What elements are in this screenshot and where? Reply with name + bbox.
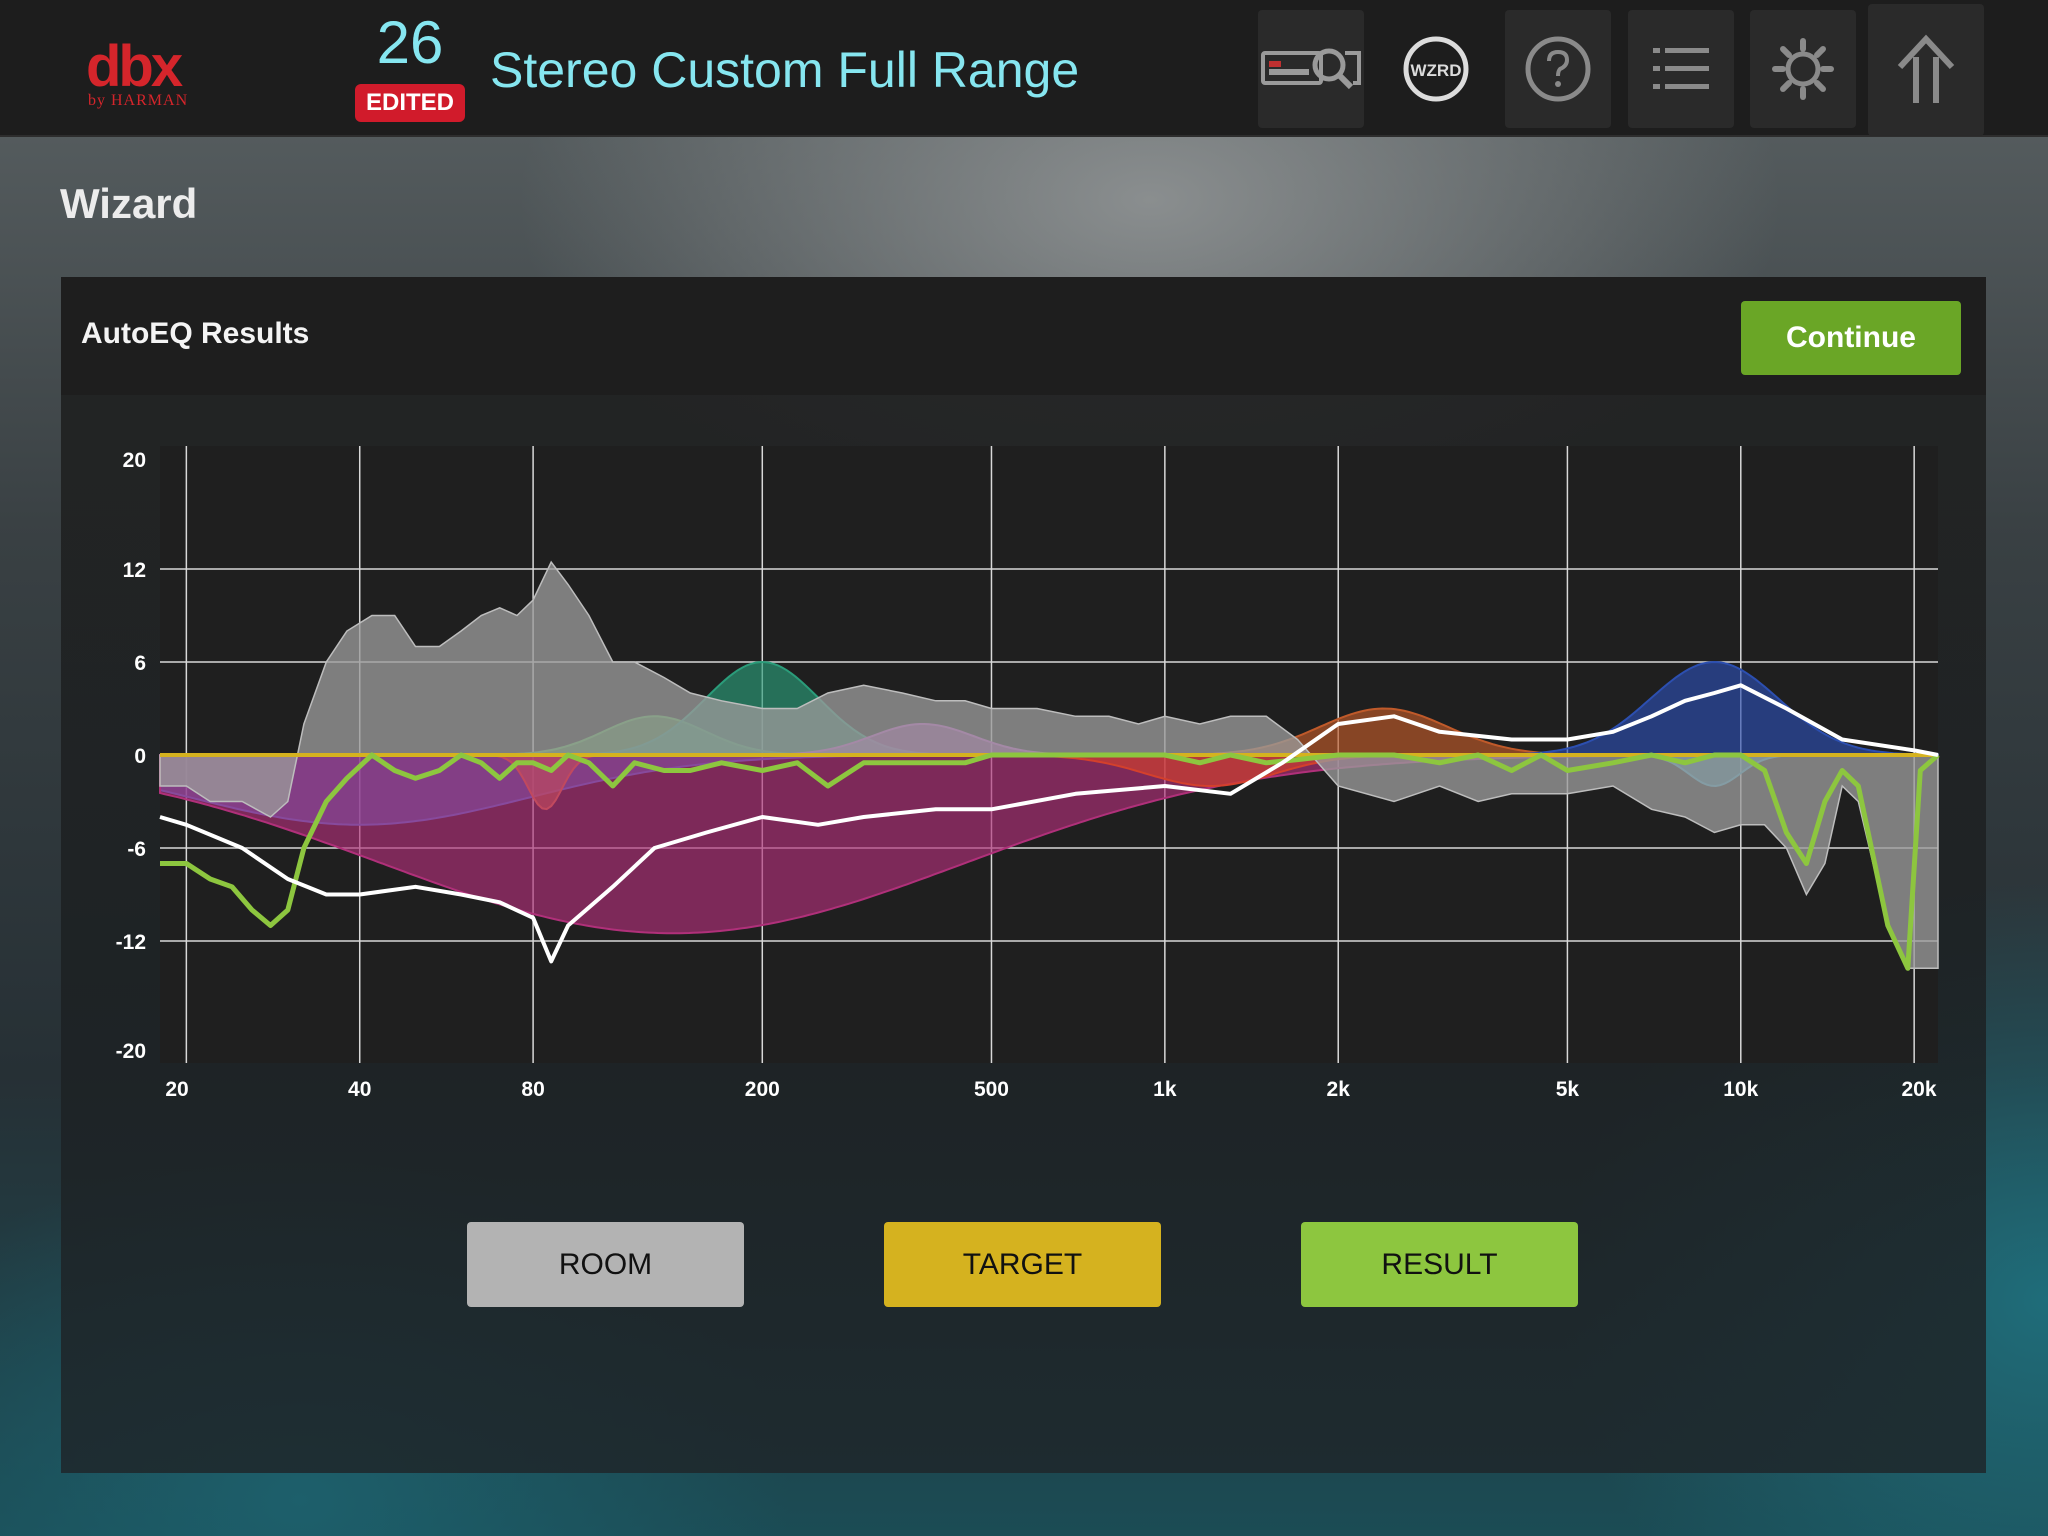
room-legend-button[interactable]: ROOM [467,1222,744,1307]
y-tick-label: 12 [123,559,146,582]
logo-sub: by HARMAN [88,92,189,109]
edited-badge: EDITED [355,84,465,122]
x-tick-label: 10k [1723,1078,1758,1101]
y-tick-label: -20 [116,1040,146,1063]
panel-header: AutoEQ Results Continue [61,277,1986,395]
x-tick-label: 500 [974,1078,1009,1101]
page-title: Wizard [60,180,198,227]
preset-number: 26 [376,9,444,76]
x-tick-label: 1k [1153,1078,1177,1101]
logo-brand: dbx [86,34,183,99]
series-room-area [159,560,1939,970]
wizard-icon: WZRD [1403,36,1469,102]
x-tick-label: 20k [1901,1078,1936,1101]
wizard-button[interactable]: WZRD [1383,10,1489,128]
eq-response-chart: 20 12 6 0 -6 -12 -20 20 40 80 200 500 1k 2k 5k 10k 20k [116,446,1940,1101]
menu-list-icon [1653,48,1709,89]
x-tick-label: 20 [165,1078,188,1101]
preset-name[interactable]: Stereo Custom Full Range [490,42,1080,98]
x-tick-label: 40 [348,1078,371,1101]
x-tick-label: 2k [1327,1078,1351,1101]
y-tick-label: 20 [123,449,146,472]
series-predicted-line [159,683,1939,964]
wizard-icon-label: WZRD [1411,61,1462,80]
dbx-logo: dbx by HARMAN [80,38,210,118]
rta-button[interactable] [1258,10,1364,128]
x-tick-label: 5k [1556,1078,1580,1101]
menu-button[interactable] [1628,10,1734,128]
home-icon [1897,34,1955,103]
x-tick-label: 80 [521,1078,544,1101]
y-tick-label: 6 [134,652,146,675]
rta-icon [1261,48,1361,90]
chart-series [159,560,1940,971]
panel-title: AutoEQ Results [81,317,310,350]
top-bar: dbx by HARMAN 26 EDITED Stereo Custom Fu… [0,0,2048,137]
result-legend-button[interactable]: RESULT [1301,1222,1578,1307]
settings-gear-icon [1772,38,1834,100]
series-result-line [160,752,1940,971]
settings-button[interactable] [1750,10,1856,128]
y-tick-label: -12 [116,931,146,954]
target-legend-button[interactable]: TARGET [884,1222,1161,1307]
continue-button[interactable]: Continue [1741,301,1961,375]
chart-tick-labels: 20 12 6 0 -6 -12 -20 20 40 80 200 500 1k 2k 5k 10k 20k [116,449,1937,1101]
x-tick-label: 200 [745,1078,780,1101]
y-tick-label: 0 [134,745,146,768]
home-button[interactable] [1868,4,1984,136]
help-icon [1525,36,1591,102]
y-tick-label: -6 [127,838,146,861]
help-button[interactable] [1505,10,1611,128]
